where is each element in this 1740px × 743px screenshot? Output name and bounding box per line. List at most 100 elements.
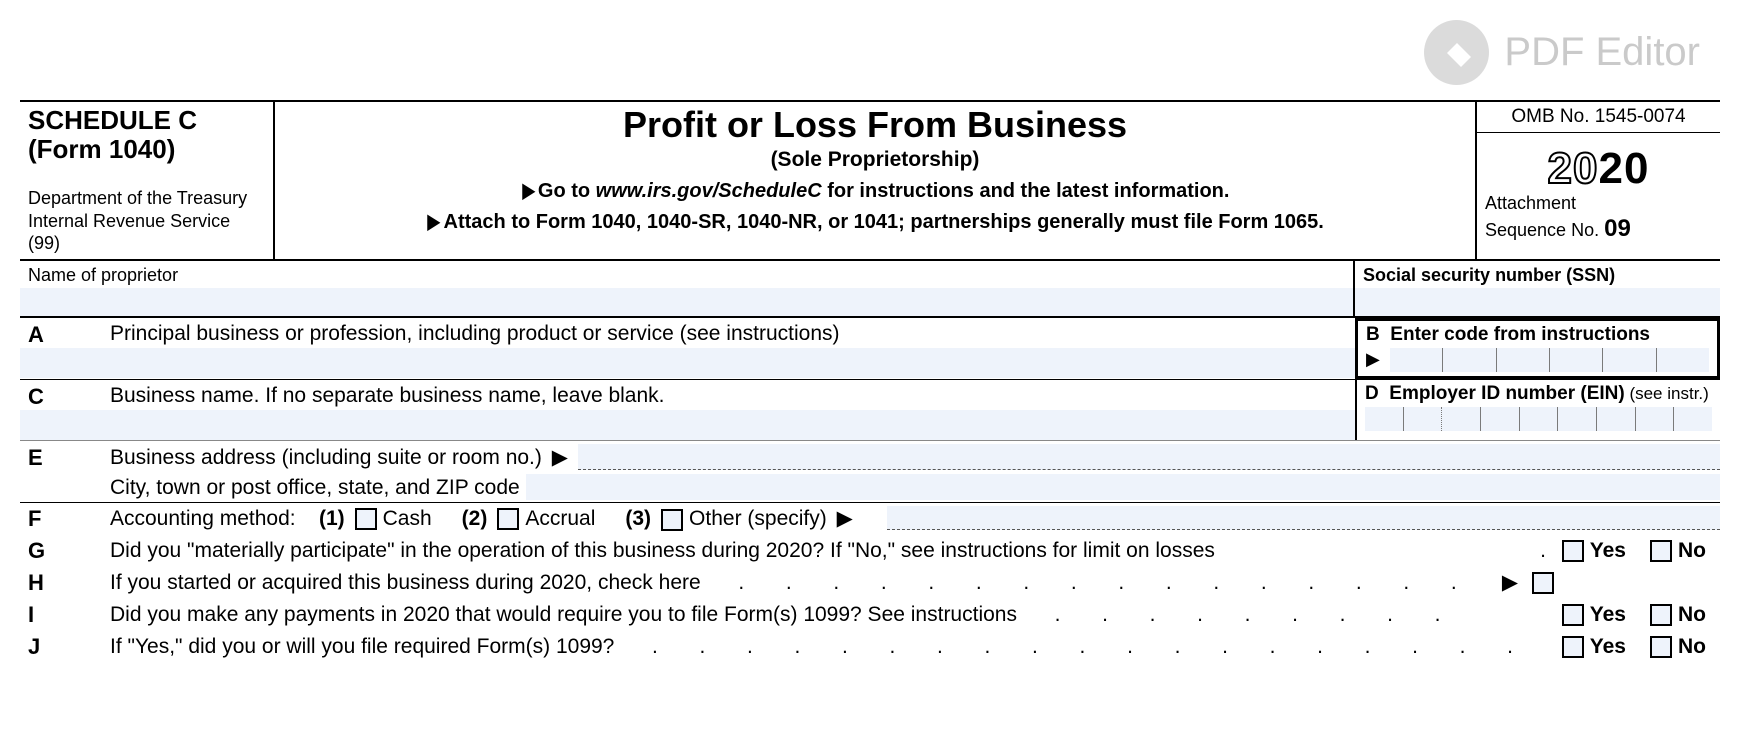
row-i: I Did you make any payments in 2020 that… xyxy=(20,599,1720,631)
instr1-pre: Go to xyxy=(538,180,596,202)
row-i-body: Did you make any payments in 2020 that w… xyxy=(110,603,1720,627)
form-title: Profit or Loss From Business xyxy=(283,104,1467,146)
i-yes-checkbox[interactable] xyxy=(1562,604,1584,626)
ein-cell[interactable] xyxy=(1519,407,1558,431)
code-cell[interactable] xyxy=(1390,348,1442,372)
line-b-text: Enter code from instructions xyxy=(1390,324,1650,345)
dot-leader: . . . . . . . . . . . . . . . . . . . . … xyxy=(707,571,1492,595)
year-outline: 20 xyxy=(1548,144,1599,193)
other-checkbox[interactable] xyxy=(661,509,683,531)
header-center: Profit or Loss From Business (Sole Propr… xyxy=(275,102,1475,259)
line-a-input[interactable] xyxy=(20,348,1357,378)
city-state-zip-input[interactable] xyxy=(526,474,1720,500)
no-label: No xyxy=(1678,539,1706,563)
dot-leader: . . . . . . . . . . . . . . . . . . . . … xyxy=(620,635,1545,659)
letter-g: G xyxy=(20,538,110,564)
j-yes-checkbox[interactable] xyxy=(1562,636,1584,658)
year-box: 2020 Attachment Sequence No. 09 xyxy=(1477,133,1720,259)
code-cell[interactable] xyxy=(1602,348,1655,372)
dept-line1: Department of the Treasury xyxy=(28,187,267,210)
seq-number: 09 xyxy=(1604,215,1631,242)
ssn-input[interactable] xyxy=(1355,288,1720,316)
row-e-body: Business address (including suite or roo… xyxy=(110,441,1720,502)
letter-f: F xyxy=(20,506,110,532)
f-opt-1: (1)Cash xyxy=(319,507,432,531)
f-opt-2: (2)Accrual xyxy=(462,507,596,531)
instr1-link: www.irs.gov/ScheduleC xyxy=(596,180,822,202)
cash-checkbox[interactable] xyxy=(355,508,377,530)
ssn-block: Social security number (SSN) xyxy=(1355,261,1720,316)
form-number: (Form 1040) xyxy=(28,135,267,164)
f1-label: Cash xyxy=(383,507,432,530)
arrow-icon: ▶ xyxy=(1502,570,1518,595)
letter-h: H xyxy=(20,570,110,596)
yes-label: Yes xyxy=(1590,603,1626,627)
ein-cell[interactable] xyxy=(1365,407,1403,431)
dot-leader: . . . . . . . . . xyxy=(1023,603,1546,627)
e1-label: Business address (including suite or roo… xyxy=(110,441,578,472)
ein-cell[interactable] xyxy=(1635,407,1674,431)
arrow-icon: ▶ xyxy=(1366,349,1380,370)
schedule-title: SCHEDULE C xyxy=(28,106,267,135)
ssn-label: Social security number (SSN) xyxy=(1355,261,1720,288)
form-schedule-c: SCHEDULE C (Form 1040) Department of the… xyxy=(20,100,1720,663)
h-checkbox[interactable] xyxy=(1532,572,1554,594)
code-cell[interactable] xyxy=(1442,348,1495,372)
address-input[interactable] xyxy=(578,444,1720,470)
f2-label: Accrual xyxy=(525,507,595,530)
attachment-label: Attachment xyxy=(1485,193,1712,215)
instr-line-1: ▶Go to www.irs.gov/ScheduleC for instruc… xyxy=(283,178,1467,203)
row-b-box: B Enter code from instructions ▶ xyxy=(1355,318,1720,379)
form-header: SCHEDULE C (Form 1040) Department of the… xyxy=(20,100,1720,259)
j-no-checkbox[interactable] xyxy=(1650,636,1672,658)
watermark-light: Editor xyxy=(1584,30,1700,74)
department-block: Department of the Treasury Internal Reve… xyxy=(28,187,267,255)
letter-e: E xyxy=(20,441,110,502)
code-cell[interactable] xyxy=(1496,348,1549,372)
instr2-text: Attach to Form 1040, 1040-SR, 1040-NR, o… xyxy=(444,211,1324,233)
letter-i: I xyxy=(20,602,110,628)
line-c-input[interactable] xyxy=(20,410,1355,440)
code-input-cells[interactable]: ▶ xyxy=(1358,348,1717,376)
code-cell[interactable] xyxy=(1656,348,1709,372)
accrual-checkbox[interactable] xyxy=(497,508,519,530)
row-h: H If you started or acquired this busine… xyxy=(20,567,1720,599)
line-a-text: Principal business or profession, includ… xyxy=(110,318,1357,348)
code-cell[interactable] xyxy=(1549,348,1602,372)
g-yes-checkbox[interactable] xyxy=(1562,540,1584,562)
letter-a: A xyxy=(20,318,110,348)
dept-line2: Internal Revenue Service (99) xyxy=(28,210,267,255)
line-d-label: D Employer ID number (EIN) (see instr.) xyxy=(1357,380,1720,407)
no-label: No xyxy=(1678,635,1706,659)
form-subtitle: (Sole Proprietorship) xyxy=(283,148,1467,172)
arrow-icon: ▶ xyxy=(837,506,853,531)
row-e: E Business address (including suite or r… xyxy=(20,441,1720,503)
line-d-note: (see instr.) xyxy=(1625,384,1709,403)
ein-cell[interactable] xyxy=(1596,407,1635,431)
f-label: Accounting method: xyxy=(110,507,296,531)
tax-year: 2020 xyxy=(1485,147,1712,191)
name-label: Name of proprietor xyxy=(20,261,1353,288)
ein-cell[interactable] xyxy=(1557,407,1596,431)
row-f: F Accounting method: (1)Cash (2)Accrual … xyxy=(20,503,1720,535)
ein-input-cells[interactable] xyxy=(1357,407,1720,435)
f3-label: Other (specify) xyxy=(689,507,827,530)
other-specify-input[interactable] xyxy=(887,506,1720,530)
i-no-checkbox[interactable] xyxy=(1650,604,1672,626)
row-c-d: C Business name. If no separate business… xyxy=(20,380,1720,441)
g-no-checkbox[interactable] xyxy=(1650,540,1672,562)
letter-j: J xyxy=(20,634,110,660)
proprietor-name-block: Name of proprietor xyxy=(20,261,1355,316)
e2-label: City, town or post office, state, and ZI… xyxy=(110,472,526,502)
row-h-body: If you started or acquired this business… xyxy=(110,570,1720,595)
row-j: J If "Yes," did you or will you file req… xyxy=(20,631,1720,663)
ein-cell[interactable] xyxy=(1403,407,1442,431)
ein-cell[interactable] xyxy=(1480,407,1519,431)
name-input[interactable] xyxy=(20,288,1353,316)
instr-line-2: ▶Attach to Form 1040, 1040-SR, 1040-NR, … xyxy=(283,209,1467,234)
row-d-box: D Employer ID number (EIN) (see instr.) xyxy=(1355,380,1720,440)
letter-b: B xyxy=(1366,324,1380,345)
row-a: A Principal business or profession, incl… xyxy=(20,318,1357,379)
ein-cell[interactable] xyxy=(1673,407,1712,431)
ein-cell[interactable] xyxy=(1441,407,1480,431)
